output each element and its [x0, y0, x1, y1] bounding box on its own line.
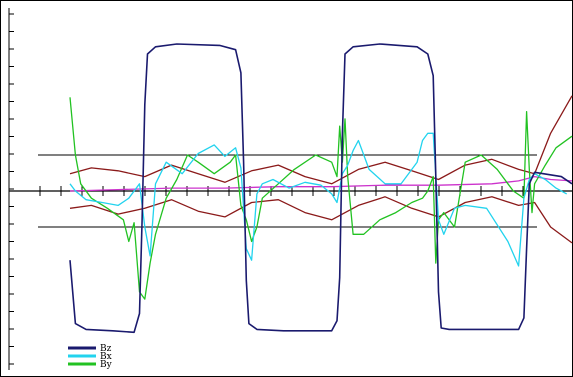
legend-label-bz: Bz — [100, 344, 112, 354]
series-line-bz — [69, 43, 573, 334]
series-line-3 — [69, 95, 573, 185]
y-axis-ticks — [9, 13, 14, 365]
x-axis-ticks — [39, 186, 524, 196]
series-line-by — [69, 97, 573, 300]
series-line-bx — [69, 132, 568, 267]
legend-label-bx: Bx — [100, 352, 112, 362]
legend-label-by: By — [100, 360, 113, 370]
series-layer — [69, 43, 573, 334]
